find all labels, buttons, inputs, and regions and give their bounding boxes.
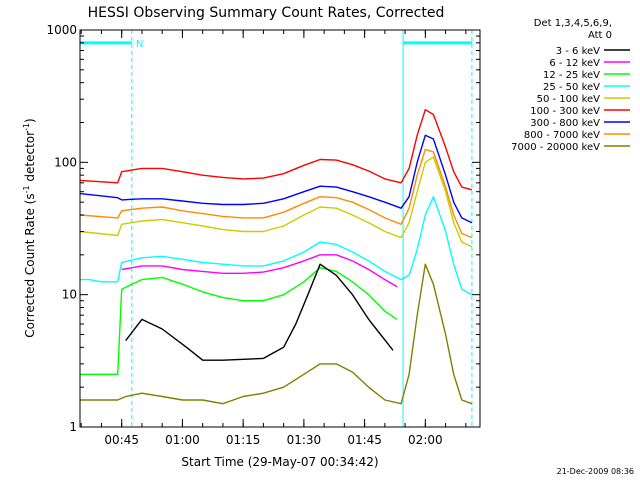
legend-label-8: 800 - 7000 keV xyxy=(524,130,600,141)
footer-date: 21-Dec-2009 08:36 xyxy=(557,467,634,476)
series-line-6 xyxy=(79,109,473,191)
y-tick-label: 100 xyxy=(54,155,77,169)
series-line-1 xyxy=(125,263,394,361)
legend-label-7: 300 - 800 keV xyxy=(530,118,600,129)
y-axis-label-sup-2: -1 xyxy=(22,123,31,131)
x-tick-label: 01:45 xyxy=(347,433,382,447)
y-axis-label-main: Corrected Count Rate (s xyxy=(23,193,37,337)
legend-header: Det 1,3,4,5,6,9, Att 0 xyxy=(534,18,612,41)
legend-header-line-2: Att 0 xyxy=(588,30,612,41)
y-axis-label: Corrected Count Rate (s-1 detector-1) xyxy=(22,118,37,337)
legend-label-4: 25 - 50 keV xyxy=(543,82,600,93)
y-axis-label-sup-1: -1 xyxy=(22,185,31,193)
chart-title: HESSI Observing Summary Count Rates, Cor… xyxy=(88,5,445,21)
y-axis-label-mid: detector xyxy=(23,131,37,186)
legend-label-6: 100 - 300 keV xyxy=(530,106,600,117)
series-line-2 xyxy=(121,254,398,288)
x-tick-label: 00:45 xyxy=(104,433,139,447)
plot-frame xyxy=(79,29,481,428)
plot-area: N xyxy=(79,30,473,427)
series-line-5 xyxy=(79,156,473,248)
series-line-4 xyxy=(80,196,473,296)
x-tick-label: 01:00 xyxy=(165,433,200,447)
x-axis-label: Start Time (29-May-07 00:34:42) xyxy=(181,455,378,469)
y-tick-label: 1 xyxy=(69,420,77,434)
legend-label-3: 12 - 25 keV xyxy=(543,70,600,81)
legend-label-1: 3 - 6 keV xyxy=(556,46,600,57)
y-tick-label: 10 xyxy=(62,288,77,302)
x-tick-label: 02:00 xyxy=(408,433,443,447)
series-line-3 xyxy=(80,267,398,375)
y-tick-label: 1000 xyxy=(46,23,77,37)
y-axis-label-end: ) xyxy=(23,118,37,123)
interval-marker-label: N xyxy=(136,39,143,50)
x-tick-label: 01:30 xyxy=(287,433,322,447)
x-tick-label: 01:15 xyxy=(226,433,261,447)
legend-label-2: 6 - 12 keV xyxy=(549,58,600,69)
series-line-7 xyxy=(79,134,473,224)
legend-header-line-1: Det 1,3,4,5,6,9, xyxy=(534,18,612,29)
axes: 1 10 100 1000 00:45 01:00 01:15 01:30 01:45 02:00 xyxy=(46,23,480,447)
series-line-9 xyxy=(80,263,473,405)
legend-label-9: 7000 - 20000 keV xyxy=(511,142,600,153)
legend-label-5: 50 - 100 keV xyxy=(537,94,601,105)
series-line-8 xyxy=(79,148,473,239)
